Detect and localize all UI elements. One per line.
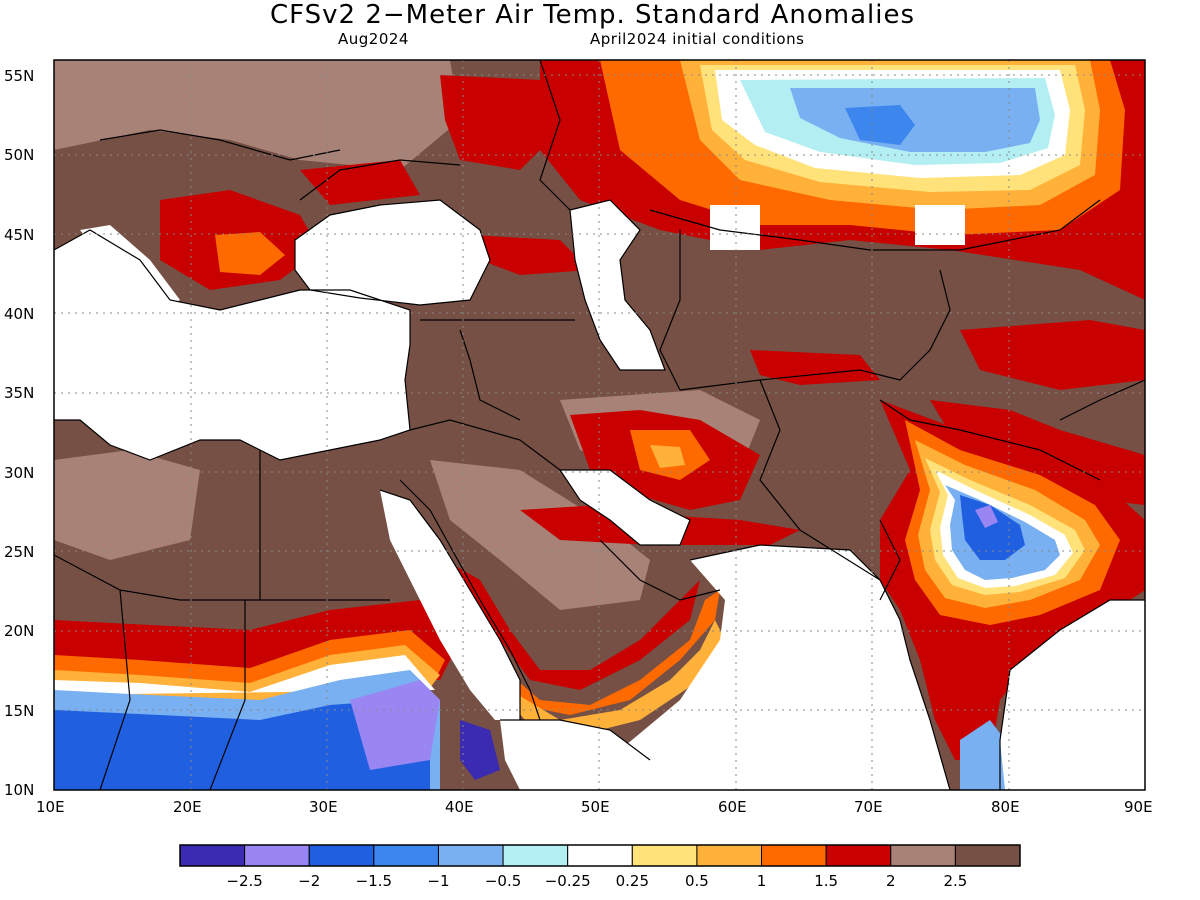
lon-label: 20E	[173, 798, 202, 816]
lon-label: 30E	[309, 798, 338, 816]
lat-label: 30N	[4, 464, 34, 482]
lat-label: 15N	[4, 702, 34, 720]
gridlines	[54, 60, 1145, 790]
colorbar-swatch	[761, 844, 827, 867]
lon-label: 40E	[445, 798, 474, 816]
colorbar-label: −2.5	[226, 872, 262, 890]
forecast-month: Aug2024	[338, 30, 409, 48]
anomaly-1p5-ukraine	[300, 160, 420, 205]
lon-label: 70E	[854, 798, 883, 816]
anomaly-neg0p5-south-india	[960, 720, 1005, 790]
anomaly-0p5-arabia-coast	[480, 620, 725, 735]
lake-balkhash	[915, 205, 965, 245]
colorbar-swatch	[373, 844, 439, 867]
anomaly-1p5-arabia-coast	[445, 560, 700, 690]
initial-conditions: April2024 initial conditions	[590, 30, 805, 48]
colorbar-swatch	[437, 844, 504, 867]
map-frame	[53, 59, 1146, 791]
map-area	[54, 60, 1145, 790]
colorbar-swatch	[179, 844, 246, 867]
colorbar-swatch	[502, 844, 569, 867]
lon-label: 80E	[991, 798, 1020, 816]
colorbar-label: −0.5	[485, 872, 521, 890]
lat-label: 20N	[4, 622, 34, 640]
colorbar-swatch	[890, 844, 956, 867]
latitude-labels: 10N 15N 20N 25N 30N 35N 40N 45N 50N 55N	[4, 67, 34, 799]
anomaly-neg1p5-sahel	[54, 700, 430, 790]
lon-label: 50E	[581, 798, 610, 816]
colorbar-swatch	[308, 844, 375, 867]
colorbar-swatch	[244, 844, 310, 867]
anomaly-1p5-tajik	[750, 350, 880, 385]
colorbar-swatch	[631, 844, 698, 867]
anomaly-2-zone-arabia	[430, 460, 650, 610]
anomaly-2-zone-north	[54, 60, 460, 170]
anomaly-1p5-russia	[440, 75, 560, 170]
adriatic-sea	[80, 225, 180, 310]
colorbar-label: 0.25	[616, 872, 649, 890]
anomaly-1p5-caucasus	[470, 235, 590, 275]
anomaly-1p5-china	[960, 320, 1145, 390]
lat-label: 55N	[4, 67, 34, 85]
colorbar-label: 2	[886, 872, 896, 890]
red-sea	[380, 490, 520, 720]
colorbar-swatch	[696, 844, 763, 867]
lat-label: 40N	[4, 305, 34, 323]
aral-sea	[710, 205, 760, 250]
country-borders	[54, 60, 1145, 790]
lat-label: 10N	[4, 781, 34, 799]
colorbar-label: −2	[298, 872, 320, 890]
colorbar-swatch	[954, 844, 1021, 867]
lat-label: 45N	[4, 226, 34, 244]
bay-of-bengal	[1000, 600, 1145, 790]
caspian-sea	[570, 200, 665, 370]
lat-label: 35N	[4, 384, 34, 402]
anomaly-neg2p5-ethiopia	[460, 720, 500, 780]
anomaly-neg1-north	[845, 105, 915, 145]
colorbar-label: −1.5	[356, 872, 392, 890]
lon-label: 10E	[36, 798, 65, 816]
anomaly-1-balkans	[215, 232, 285, 275]
anomaly-0p5-iran	[650, 445, 685, 468]
arabian-sea	[600, 545, 950, 790]
black-sea	[295, 200, 490, 305]
lon-label: 90E	[1124, 798, 1153, 816]
colorbar-swatch	[825, 844, 892, 867]
colorbar-label: 2.5	[943, 872, 967, 890]
gulf-of-aden	[500, 720, 650, 790]
anomaly-neg2-india	[975, 505, 998, 528]
colorbar-label: −1	[427, 872, 449, 890]
lon-label: 60E	[718, 798, 747, 816]
colorbar-frame	[179, 844, 1021, 867]
anomaly-2-zone-sahara	[54, 450, 200, 560]
colorbar-label: 1.5	[814, 872, 838, 890]
lat-label: 50N	[4, 146, 34, 164]
longitude-labels: 10E 20E 30E 40E 50E 60E 70E 80E 90E	[36, 798, 1153, 816]
anomaly-neg2-sahel	[350, 680, 440, 770]
colorbar-label: 0.5	[685, 872, 709, 890]
lat-label: 25N	[4, 543, 34, 561]
map-title: CFSv2 2−Meter Air Temp. Standard Anomali…	[269, 0, 915, 30]
colorbar-swatch	[567, 844, 633, 867]
persian-gulf	[560, 470, 690, 545]
colorbar: −2.5 −2 −1.5 −1 −0.5 −0.25 0.25 0.5 1 1.5 2 2.5	[179, 844, 1021, 890]
anomaly-neg0p5-north	[790, 88, 1040, 152]
colorbar-label: 1	[757, 872, 767, 890]
colorbar-label: −0.25	[545, 872, 591, 890]
